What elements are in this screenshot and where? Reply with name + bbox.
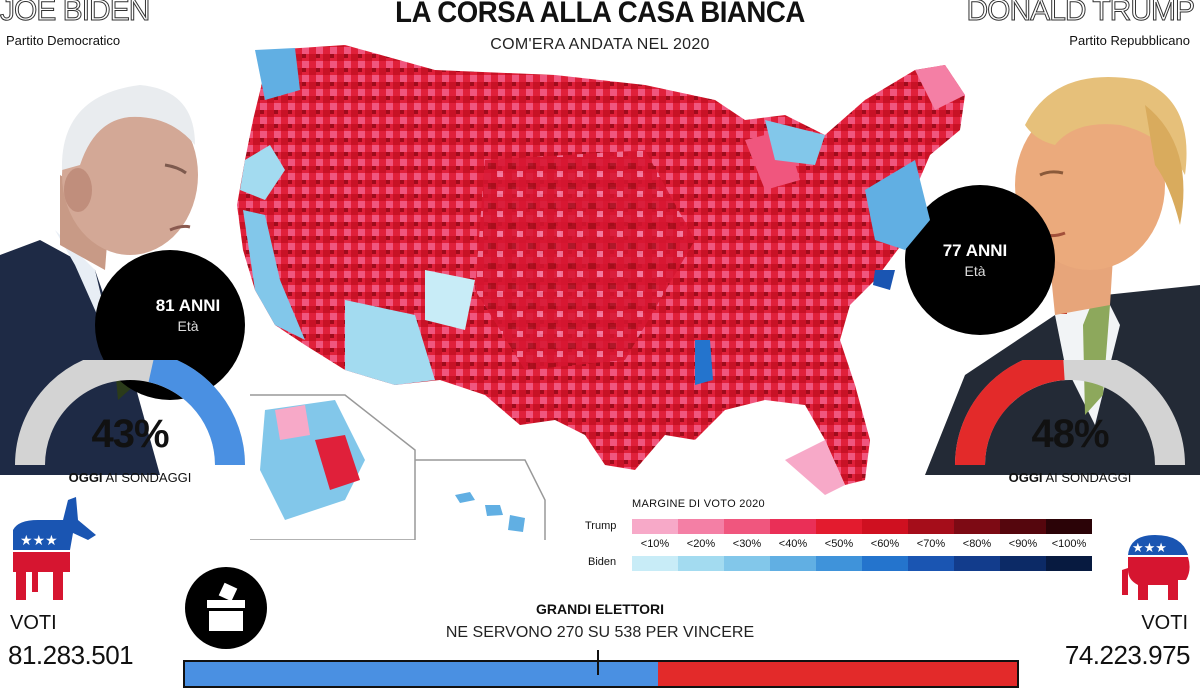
biden-name: JOE BIDEN: [0, 0, 151, 28]
legend-trump-label: Trump: [585, 520, 617, 532]
biden-age-label: Età: [177, 318, 199, 334]
legend-trump-swatch: [1000, 519, 1046, 534]
legend-trump-swatch: [724, 519, 770, 534]
legend-biden-swatch: [862, 556, 908, 571]
elephant-icon: ★★★: [1122, 535, 1190, 600]
electoral-270-marker: [597, 650, 599, 675]
legend-biden-swatch: [954, 556, 1000, 571]
electoral-bar-biden: [185, 662, 659, 686]
legend-biden-swatch: [908, 556, 954, 571]
legend-trump-swatch: [678, 519, 724, 534]
legend-trump-swatch: [816, 519, 862, 534]
legend-tick-label: <10%: [640, 538, 670, 550]
donkey-icon: ★★★: [13, 497, 96, 600]
legend-trump-scale: [632, 519, 1092, 534]
biden-gauge: [15, 360, 245, 466]
trump-poll-percent: 48%: [1031, 412, 1109, 456]
biden-poll-label: OGGI AI SONDAGGI: [68, 470, 192, 485]
legend-tick-label: <50%: [824, 538, 854, 550]
legend-ticks: <10% <20% <30% <40% <50% <60% <70% <80% <90% <100…: [632, 538, 1092, 550]
legend-tick-label: <20%: [686, 538, 716, 550]
trump-age-circle: 77 ANNI Età: [905, 185, 1055, 335]
trump-age: 77 ANNI: [942, 241, 1008, 260]
legend-trump-swatch: [770, 519, 816, 534]
legend-biden-swatch: [770, 556, 816, 571]
legend-biden-swatch: [1046, 556, 1092, 571]
electoral-bar-trump: [658, 662, 1017, 686]
legend-biden-swatch: [816, 556, 862, 571]
legend-tick-label: <60%: [870, 538, 900, 550]
biden-age: 81 ANNI: [155, 296, 221, 315]
legend-biden-label: Biden: [588, 556, 617, 568]
legend-biden-scale: [632, 556, 1092, 571]
legend-tick-label: <70%: [916, 538, 946, 550]
biden-poll-percent: 43%: [91, 412, 169, 456]
trump-party: Partito Repubblicano: [1069, 33, 1190, 48]
subtitle: COM'ERA ANDATA NEL 2020: [490, 36, 710, 53]
legend-tick-label: <40%: [778, 538, 808, 550]
legend-trump-swatch: [862, 519, 908, 534]
legend-biden-swatch: [1000, 556, 1046, 571]
trump-age-label: Età: [964, 263, 986, 279]
legend-biden-swatch: [678, 556, 724, 571]
trump-poll-label: OGGI AI SONDAGGI: [1008, 470, 1132, 485]
biden-votes: 81.283.501: [8, 640, 134, 670]
biden-party: Partito Democratico: [6, 33, 121, 48]
legend-biden-swatch: [724, 556, 770, 571]
trump-name: DONALD TRUMP: [966, 0, 1195, 28]
legend-tick-label: <100%: [1051, 538, 1087, 550]
svg-text:★★★: ★★★: [1132, 541, 1167, 556]
legend-tick-label: <80%: [962, 538, 992, 550]
trump-votes-label: VOTI: [1141, 612, 1188, 634]
legend-trump-swatch: [954, 519, 1000, 534]
legend-trump-swatch: [908, 519, 954, 534]
legend-title: MARGINE DI VOTO 2020: [632, 498, 765, 510]
legend-biden-swatch: [632, 556, 678, 571]
legend-trump-swatch: [1046, 519, 1092, 534]
electoral-subtitle: NE SERVONO 270 SU 538 PER VINCERE: [445, 624, 755, 641]
legend-tick-label: <30%: [732, 538, 762, 550]
ballot-box-icon: [185, 567, 267, 649]
legend-trump-swatch: [632, 519, 678, 534]
electoral-title: GRANDI ELETTORI: [535, 601, 665, 617]
us-map: [237, 45, 965, 540]
legend-tick-label: <90%: [1008, 538, 1038, 550]
biden-votes-label: VOTI: [10, 612, 57, 634]
trump-gauge: [955, 360, 1185, 466]
trump-votes: 74.223.975: [1064, 640, 1191, 670]
electoral-bar: [183, 660, 1019, 688]
main-title: LA CORSA ALLA CASA BIANCA: [395, 0, 805, 29]
svg-text:★★★: ★★★: [20, 533, 58, 549]
